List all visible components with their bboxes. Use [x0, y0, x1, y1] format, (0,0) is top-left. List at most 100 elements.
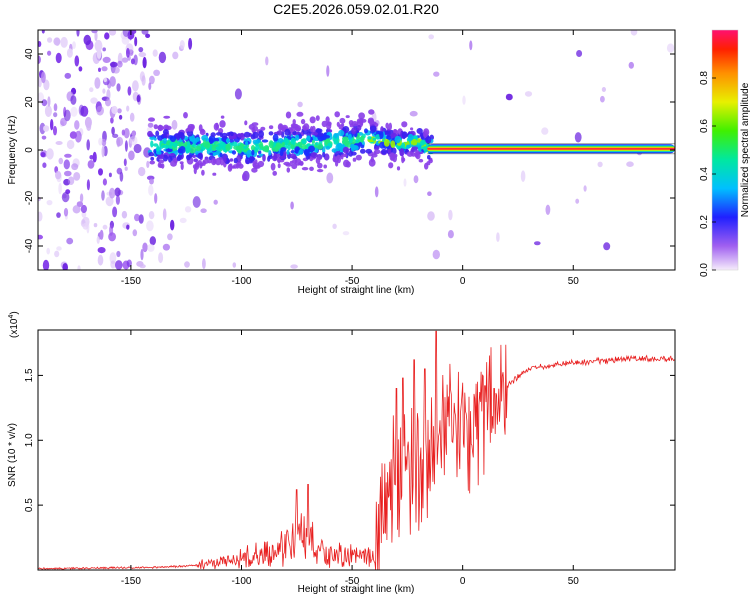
- signal-blob: [369, 125, 377, 132]
- noise-blob: [597, 161, 603, 168]
- noise-blob: [232, 262, 237, 268]
- signal-blob: [208, 135, 216, 143]
- signal-blob: [311, 152, 318, 159]
- signal-blob: [422, 146, 428, 150]
- noise-blob: [62, 263, 68, 270]
- noise-blob: [630, 30, 638, 36]
- noise-blob: [326, 65, 330, 77]
- signal-blob: [227, 164, 233, 172]
- signal-blob: [333, 133, 338, 139]
- noise-blob: [105, 98, 111, 107]
- noise-blob: [55, 141, 63, 145]
- noise-blob: [86, 122, 92, 131]
- noise-blob: [55, 170, 62, 180]
- noise-blob: [574, 132, 582, 143]
- signal-blob: [270, 162, 276, 171]
- signal-blob: [272, 133, 279, 142]
- signal-blob: [418, 158, 424, 163]
- signal-blob: [414, 153, 419, 158]
- signal-blob: [179, 161, 184, 165]
- signal-blob: [301, 167, 309, 171]
- signal-blob: [321, 120, 328, 128]
- signal-blob: [350, 144, 357, 150]
- noise-blob: [96, 48, 102, 59]
- noise-blob: [92, 151, 97, 163]
- signal-blob: [342, 153, 348, 158]
- noise-blob: [146, 160, 150, 168]
- noise-blob: [142, 242, 148, 253]
- signal-blob: [404, 149, 410, 153]
- signal-blob: [388, 122, 392, 131]
- signal-blob: [215, 157, 222, 166]
- signal-blob: [289, 126, 296, 132]
- signal-blob: [272, 170, 278, 176]
- signal-blob: [178, 132, 184, 137]
- signal-blob: [283, 161, 291, 166]
- signal-blob: [292, 159, 298, 164]
- signal-blob: [214, 137, 220, 142]
- noise-blob: [428, 34, 435, 40]
- noise-blob: [171, 119, 178, 130]
- noise-blob: [56, 212, 61, 218]
- signal-blob: [246, 149, 253, 158]
- signal-blob: [286, 149, 290, 155]
- noise-blob: [147, 122, 154, 128]
- signal-blob: [212, 152, 218, 156]
- noise-blob: [109, 76, 116, 87]
- spectrogram-x-label: Height of straight line (km): [298, 285, 415, 296]
- signal-blob: [162, 138, 168, 144]
- noise-blob: [172, 51, 179, 60]
- chart-title: C2E5.2026.059.02.01.R20: [273, 1, 439, 17]
- noise-blob: [64, 153, 72, 158]
- noise-blob: [96, 105, 104, 116]
- snr-panel: -150 -100 -50 0 50 0.5 1.0 1.5 Height of strai…: [7, 311, 676, 595]
- signal-blob: [352, 157, 357, 162]
- signal-blob: [325, 146, 331, 150]
- signal-blob: [149, 136, 156, 140]
- signal-blob: [148, 133, 154, 137]
- noise-blob: [520, 170, 526, 182]
- noise-blob: [117, 60, 123, 68]
- noise-blob: [60, 117, 67, 127]
- signal-blob: [250, 145, 256, 151]
- x-tick-label: -150: [121, 276, 141, 287]
- signal-blob: [308, 145, 315, 153]
- signal-blob: [426, 161, 431, 166]
- noise-blob: [114, 187, 121, 197]
- noise-blob: [79, 193, 84, 203]
- signal-blob: [411, 146, 419, 150]
- signal-blob: [202, 160, 206, 166]
- signal-blob: [274, 144, 280, 152]
- noise-blob: [409, 110, 418, 117]
- noise-blob: [42, 162, 47, 168]
- noise-blob: [432, 249, 440, 260]
- noise-blob: [78, 66, 83, 72]
- noise-blob: [60, 36, 68, 48]
- noise-blob: [38, 234, 43, 240]
- noise-blob: [154, 193, 158, 204]
- noise-blob: [142, 56, 147, 69]
- signal-blob: [230, 131, 234, 137]
- signal-blob: [388, 162, 394, 169]
- signal-blob: [321, 135, 327, 139]
- noise-blob: [213, 199, 218, 205]
- signal-blob: [396, 166, 401, 171]
- signal-blob: [291, 163, 298, 170]
- noise-blob: [72, 41, 76, 49]
- noise-blob: [99, 229, 104, 240]
- signal-blob: [367, 119, 375, 124]
- noise-blob: [58, 182, 62, 195]
- signal-blob: [197, 153, 203, 159]
- signal-blob: [281, 141, 285, 146]
- noise-blob: [524, 91, 533, 97]
- noise-blob: [124, 166, 128, 171]
- x-tick-label: -150: [121, 576, 141, 587]
- noise-blob: [112, 66, 120, 74]
- signal-blob: [237, 133, 244, 138]
- signal-blob: [394, 135, 401, 144]
- noise-blob: [53, 103, 58, 112]
- y-tick-label: 0: [24, 147, 35, 153]
- signal-blob: [226, 138, 230, 144]
- noise-blob: [105, 196, 114, 207]
- signal-blob: [334, 111, 341, 118]
